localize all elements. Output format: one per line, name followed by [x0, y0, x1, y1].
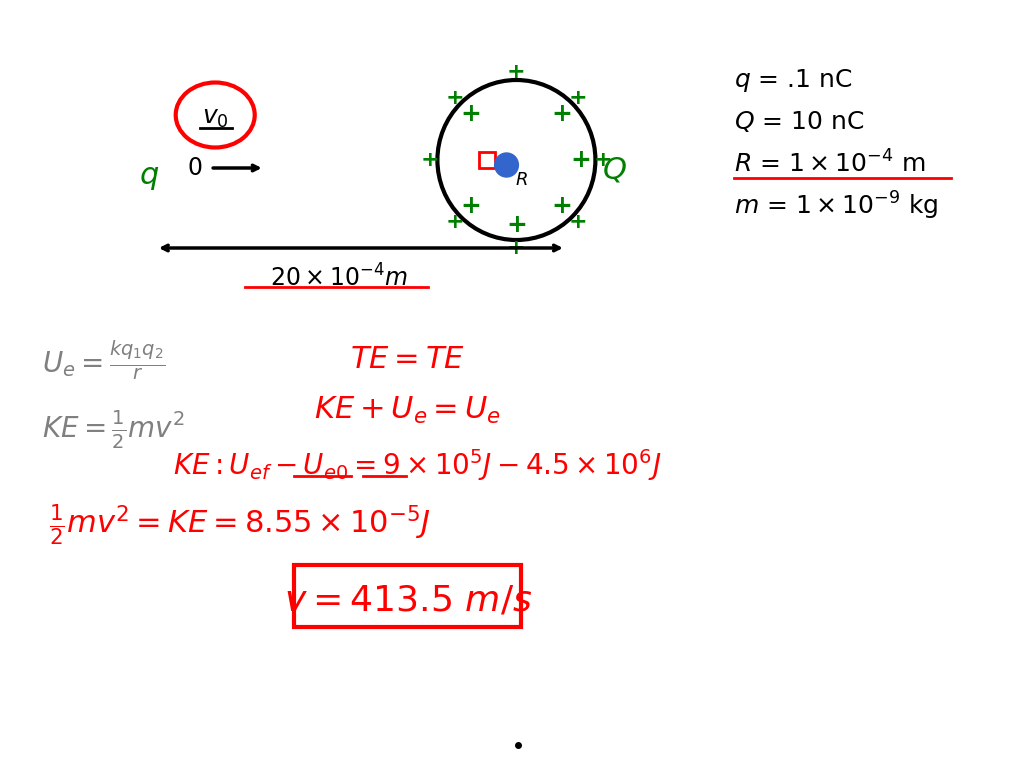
Text: +: +: [570, 148, 591, 172]
Text: +: +: [594, 150, 612, 170]
Text: $20\times10^{-4}m$: $20\times10^{-4}m$: [269, 264, 408, 292]
Text: $KE: U_{ef} - U_{e0} = 9\times10^{5}J - 4.5\times10^{6}J$: $KE: U_{ef} - U_{e0} = 9\times10^{5}J - …: [173, 447, 662, 483]
Text: $v = 413.5\ m/s$: $v = 413.5\ m/s$: [284, 583, 531, 617]
Text: $R$ = $1\times10^{-4}$ m: $R$ = $1\times10^{-4}$ m: [733, 151, 926, 177]
Text: +: +: [507, 238, 525, 258]
Text: 0: 0: [188, 156, 203, 180]
Text: $v_0$: $v_0$: [202, 106, 228, 130]
Text: $Q$ = 10 nC: $Q$ = 10 nC: [733, 110, 864, 134]
Text: $m$ = $1\times10^{-9}$ kg: $m$ = $1\times10^{-9}$ kg: [733, 190, 938, 222]
Text: $U_e = \frac{kq_1q_2}{r}$: $U_e = \frac{kq_1q_2}{r}$: [42, 338, 166, 382]
Text: +: +: [568, 212, 587, 232]
Text: R: R: [515, 171, 527, 189]
Text: $KE = \frac{1}{2}mv^2$: $KE = \frac{1}{2}mv^2$: [42, 409, 185, 451]
Text: +: +: [551, 102, 572, 126]
Text: $KE + U_e = U_e$: $KE + U_e = U_e$: [314, 395, 502, 425]
Text: +: +: [461, 102, 481, 126]
Text: +: +: [445, 88, 464, 108]
Text: Q: Q: [603, 155, 627, 184]
Text: +: +: [445, 212, 464, 232]
Text: +: +: [461, 194, 481, 218]
Text: +: +: [420, 150, 439, 170]
Text: +: +: [506, 213, 526, 237]
Text: +: +: [568, 88, 587, 108]
Text: $q$ = .1 nC: $q$ = .1 nC: [733, 67, 852, 94]
Text: $TE = TE$: $TE = TE$: [350, 346, 465, 375]
Text: $\frac{1}{2}mv^2 = KE = 8.55\times10^{-5}J$: $\frac{1}{2}mv^2 = KE = 8.55\times10^{-5…: [49, 502, 431, 548]
Text: +: +: [507, 62, 525, 82]
Text: +: +: [551, 194, 572, 218]
Circle shape: [495, 153, 518, 177]
Text: q: q: [139, 161, 159, 190]
